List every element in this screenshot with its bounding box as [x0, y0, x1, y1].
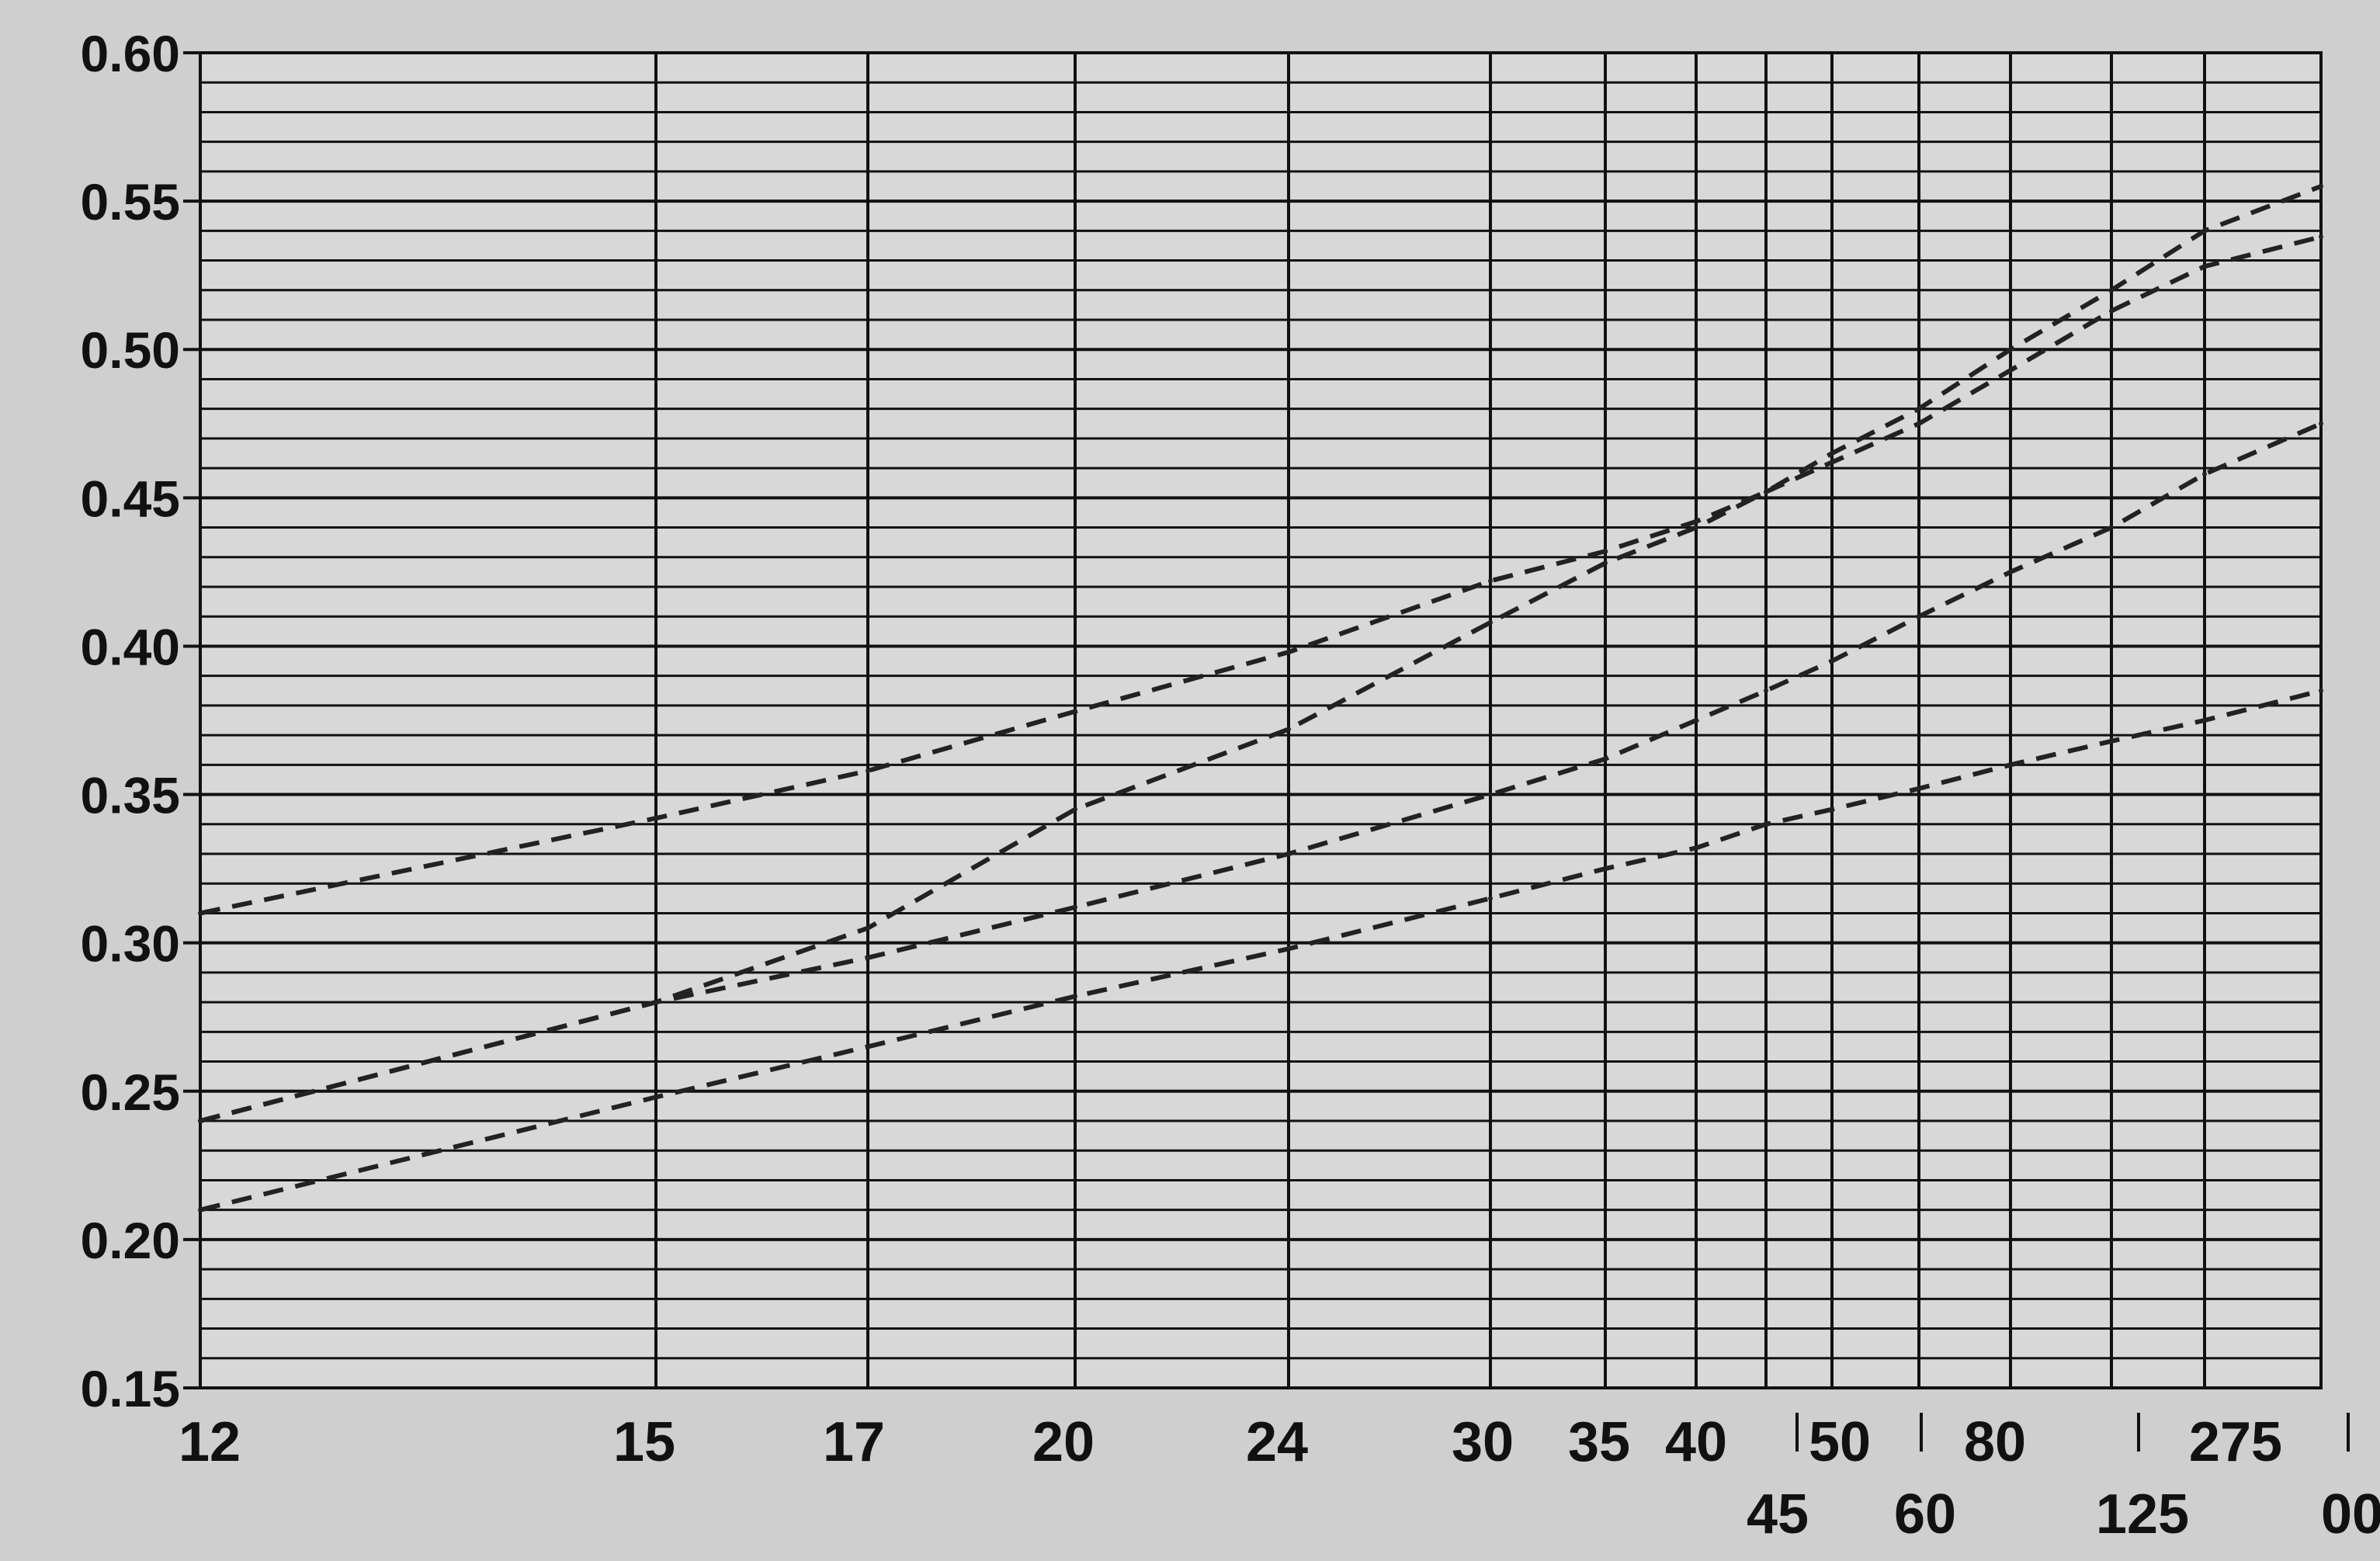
y-tick-label: 0.20: [81, 1212, 180, 1269]
data-point: [1073, 709, 1077, 714]
data-point: [2319, 184, 2323, 189]
data-point: [2008, 569, 2013, 574]
data-point: [1917, 421, 1921, 426]
x-tick-label: 20: [1032, 1411, 1095, 1473]
x-tick-label: 40: [1665, 1411, 1727, 1473]
x-tick-label: 275: [2189, 1411, 2282, 1473]
data-point: [2109, 308, 2114, 314]
data-point: [1917, 614, 1921, 619]
y-tick-label: 0.35: [81, 767, 180, 824]
data-point: [1694, 519, 1698, 524]
data-point: [2319, 688, 2323, 693]
data-point: [1603, 866, 1608, 872]
data-point: [2202, 264, 2207, 269]
data-point: [1286, 727, 1291, 732]
data-point: [198, 911, 203, 916]
data-point: [1603, 560, 1608, 566]
x-tick-label: 24: [1246, 1411, 1308, 1473]
data-point: [1488, 578, 1493, 584]
data-point: [1764, 688, 1768, 693]
data-point: [1488, 896, 1493, 901]
data-point: [1286, 852, 1291, 856]
x-tick-label: 35: [1568, 1411, 1630, 1473]
x-tick-label: 00: [2321, 1483, 2380, 1545]
y-tick-label: 0.55: [81, 173, 180, 231]
data-point: [1830, 451, 1834, 456]
y-tick-label: 0.45: [81, 470, 180, 527]
data-point: [1073, 807, 1077, 812]
data-point: [2202, 471, 2207, 477]
x-tick-label: 15: [613, 1411, 675, 1473]
x-tick-label: 30: [1452, 1411, 1514, 1473]
data-point: [654, 1000, 658, 1005]
data-point: [1073, 994, 1077, 999]
data-point: [1830, 658, 1834, 664]
data-point: [866, 925, 870, 931]
data-point: [2109, 738, 2114, 744]
y-tick-label: 0.60: [81, 25, 180, 82]
data-point: [2008, 762, 2013, 768]
data-point: [866, 768, 870, 773]
data-point: [198, 1119, 203, 1123]
data-point: [654, 1094, 658, 1100]
data-point: [1694, 718, 1698, 723]
x-tick-label: 45: [1747, 1483, 1809, 1545]
data-point: [1603, 756, 1608, 761]
data-point: [2202, 228, 2207, 234]
data-point: [1830, 807, 1834, 812]
y-tick-label: 0.50: [81, 321, 180, 379]
data-point: [1830, 460, 1834, 465]
data-point: [1694, 845, 1698, 851]
data-point: [1073, 904, 1077, 910]
data-point: [1764, 821, 1768, 827]
data-point: [2319, 421, 2323, 426]
data-point: [2008, 347, 2013, 352]
x-tick-label: 125: [2096, 1483, 2189, 1545]
data-point: [1488, 792, 1493, 797]
data-point: [1488, 619, 1493, 625]
data-point: [2008, 367, 2013, 373]
y-tick-label: 0.40: [81, 618, 180, 675]
data-point: [2319, 234, 2323, 239]
data-point: [1917, 786, 1921, 791]
x-tick-label: 60: [1894, 1483, 1956, 1545]
data-point: [198, 1207, 203, 1212]
data-point: [1917, 406, 1921, 411]
data-point: [1286, 946, 1291, 952]
data-point: [2109, 525, 2114, 530]
plot-area: [199, 51, 2323, 1389]
x-tick-label: 17: [823, 1411, 885, 1473]
data-point: [1764, 489, 1768, 494]
data-point: [2202, 718, 2207, 723]
x-tick-label: 80: [1964, 1411, 2026, 1473]
data-point: [866, 955, 870, 960]
data-point: [1286, 650, 1291, 655]
data-point: [1694, 525, 1698, 530]
data-point: [2109, 287, 2114, 293]
data-point: [1603, 549, 1608, 554]
data-point: [866, 1044, 870, 1049]
x-tick-label: 12: [179, 1411, 241, 1473]
data-point: [654, 816, 658, 821]
x-tick-label: 50: [1809, 1411, 1871, 1473]
y-tick-label: 0.15: [81, 1360, 180, 1417]
y-tick-label: 0.30: [81, 915, 180, 973]
y-tick-label: 0.25: [81, 1063, 180, 1121]
